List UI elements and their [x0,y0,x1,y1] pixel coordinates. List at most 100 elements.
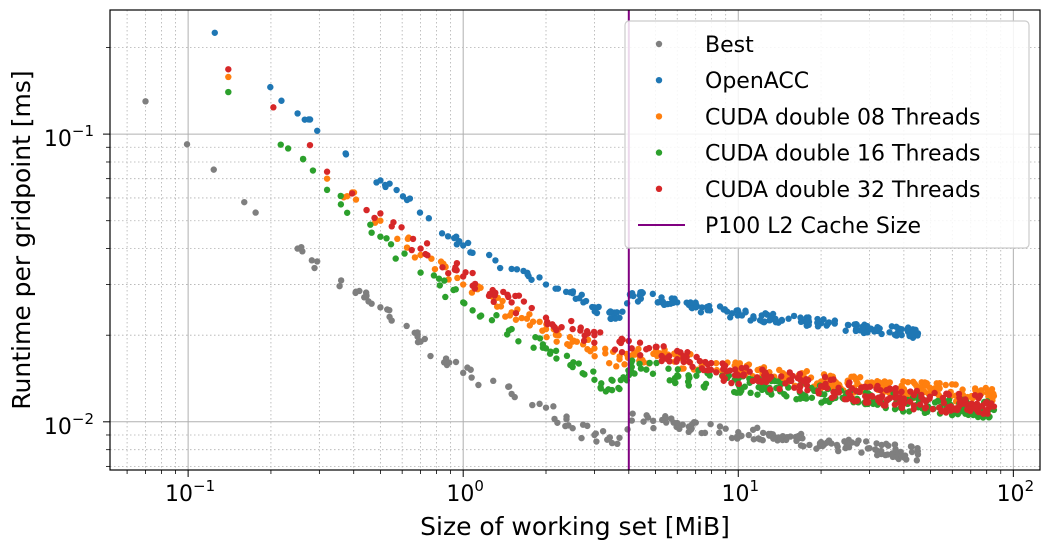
data-point [908,448,916,456]
data-point [671,374,679,382]
data-point [553,338,560,345]
data-point [835,389,843,396]
series-cuda-double-32-threads [225,66,998,417]
data-point [816,440,824,447]
legend-marker [655,77,663,84]
data-point [846,379,853,386]
data-point [323,186,331,194]
data-point [606,434,614,441]
data-point [803,318,811,325]
data-point [468,374,475,381]
data-point [454,274,461,282]
data-point [770,435,777,442]
data-point [543,333,550,341]
data-point [692,419,699,426]
data-point [377,233,384,240]
data-point [831,317,839,324]
data-point [859,323,866,331]
data-point [469,269,476,277]
data-point [368,229,375,236]
data-point [929,405,936,413]
data-point [628,357,636,364]
data-point [488,317,496,324]
data-point [806,441,813,449]
data-point [693,372,700,379]
data-point [815,387,822,395]
data-point [515,338,522,345]
data-point [988,400,995,407]
data-point [394,235,401,243]
data-point [409,235,417,243]
data-point [526,311,533,318]
y-tick-label: 10−1 [44,122,94,152]
data-point [401,250,408,257]
data-point [628,289,636,297]
data-point [558,323,565,331]
data-point [423,240,431,247]
data-point [640,418,647,425]
series-openacc [211,29,922,341]
legend-label: P100 L2 Cache Size [705,214,921,239]
data-point [643,366,650,373]
data-point [658,352,665,360]
data-point [590,328,598,336]
data-point [490,298,497,306]
data-point [795,432,802,440]
data-point [608,386,616,394]
data-point [628,345,635,352]
data-point [684,349,691,356]
data-point [621,361,628,368]
data-point [891,441,899,448]
data-point [873,447,881,454]
data-point [619,308,626,315]
data-point [658,357,665,365]
data-point [564,341,571,348]
data-point [563,413,570,420]
data-point [649,417,657,425]
data-point [982,384,989,392]
data-point [459,369,467,377]
data-point [336,282,343,290]
data-point [733,389,740,396]
data-point [762,310,769,317]
data-point [337,192,344,200]
data-point [777,435,784,443]
data-point [542,281,550,288]
data-point [741,383,748,390]
data-point [783,393,790,400]
data-point [786,369,793,376]
data-point [814,315,821,323]
data-point [459,242,467,249]
data-point [803,368,811,375]
data-point [918,391,925,399]
legend-label: CUDA double 16 Threads [705,142,980,167]
data-point [363,206,370,214]
data-point [377,210,384,217]
data-point [301,116,308,123]
legend-label: CUDA double 08 Threads [705,105,980,130]
data-point [436,282,444,289]
data-point [728,434,736,442]
data-point [584,422,591,430]
data-point [581,371,588,378]
data-point [796,382,803,390]
data-point [862,399,869,406]
data-point [550,403,557,410]
data-point [790,312,798,320]
data-point [308,257,316,264]
data-point [882,440,890,448]
data-point [342,150,349,157]
data-point [796,370,804,378]
data-point [797,442,805,449]
data-point [416,209,424,216]
data-point [875,395,882,402]
data-point [704,361,711,368]
data-point [646,359,653,367]
data-point [845,321,852,329]
data-point [225,88,232,96]
data-point [611,346,619,353]
data-point [886,329,893,336]
data-point [528,304,535,312]
data-point [450,234,458,242]
data-point [972,387,979,394]
